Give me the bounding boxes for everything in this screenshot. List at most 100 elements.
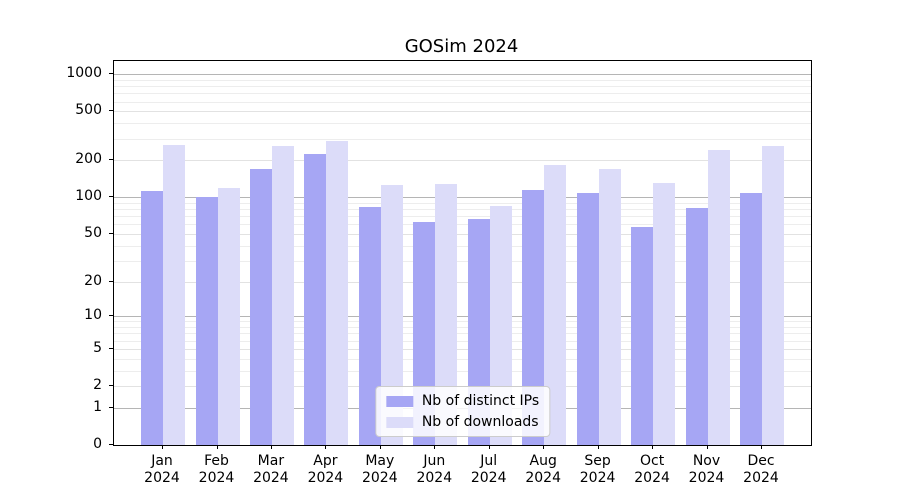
bar-mar-downloads bbox=[271, 146, 294, 445]
bar-sep-ips bbox=[576, 193, 599, 445]
plot-area: Nb of distinct IPs Nb of downloads bbox=[113, 60, 812, 446]
gridline-10 bbox=[114, 316, 811, 318]
x-tick-mark-jul bbox=[488, 445, 490, 449]
bar-dec-ips bbox=[740, 193, 762, 445]
bar-may-downloads bbox=[380, 185, 403, 445]
x-tick-label-mar: Mar 2024 bbox=[253, 453, 289, 486]
y-tick-mark-20 bbox=[109, 280, 113, 282]
x-tick-label-nov: Nov 2024 bbox=[688, 453, 725, 486]
x-tick-label-sep: Sep 2024 bbox=[579, 453, 616, 486]
gridline-9 bbox=[114, 321, 811, 323]
gridline-60 bbox=[114, 224, 811, 226]
x-tick-label-dec: Dec 2024 bbox=[743, 453, 779, 486]
x-tick-label-may: May 2024 bbox=[361, 453, 398, 486]
gridline-6 bbox=[114, 340, 811, 342]
bar-nov-downloads bbox=[707, 149, 730, 445]
x-tick-label-jan: Jan 2024 bbox=[144, 453, 180, 486]
legend-item-downloads: Nb of downloads bbox=[385, 414, 539, 430]
gridline-3 bbox=[114, 370, 811, 372]
y-tick-mark-2 bbox=[109, 385, 113, 386]
bar-jan-downloads bbox=[163, 144, 185, 445]
gridline-200 bbox=[114, 160, 811, 162]
x-tick-label-feb: Feb 2024 bbox=[198, 453, 235, 486]
gridline-600 bbox=[114, 101, 811, 103]
y-tick-mark-0 bbox=[109, 444, 113, 445]
x-tick-mark-oct bbox=[652, 445, 654, 449]
y-tick-label-50: 50 bbox=[84, 225, 102, 241]
x-tick-mark-sep bbox=[597, 445, 599, 449]
legend-swatch-downloads bbox=[385, 416, 413, 428]
bar-apr-ips bbox=[304, 154, 327, 445]
x-tick-mark-aug bbox=[543, 445, 545, 449]
y-tick-label-0: 0 bbox=[93, 436, 102, 452]
y-tick-label-5: 5 bbox=[93, 339, 102, 356]
x-tick-mark-dec bbox=[761, 445, 762, 449]
y-tick-label-20: 20 bbox=[84, 272, 102, 289]
y-tick-mark-50 bbox=[109, 233, 113, 234]
gridline-7 bbox=[114, 333, 811, 335]
x-tick-label-aug: Aug 2024 bbox=[525, 453, 561, 486]
bar-jan-ips bbox=[141, 190, 163, 445]
legend-label-distinct-ips: Nb of distinct IPs bbox=[421, 393, 540, 409]
y-tick-label-500: 500 bbox=[75, 102, 102, 119]
bar-aug-downloads bbox=[544, 165, 567, 445]
y-tick-label-10: 10 bbox=[84, 307, 102, 324]
x-tick-label-jun: Jun 2024 bbox=[416, 453, 453, 486]
x-tick-mark-nov bbox=[706, 445, 708, 449]
bar-feb-downloads bbox=[217, 187, 240, 445]
x-tick-label-oct: Oct 2024 bbox=[634, 453, 670, 486]
gridline-400 bbox=[114, 123, 811, 125]
bar-sep-downloads bbox=[598, 169, 621, 445]
y-tick-label-200: 200 bbox=[75, 151, 102, 168]
y-tick-mark-100 bbox=[109, 196, 113, 198]
bar-oct-downloads bbox=[653, 183, 676, 445]
bar-jun-downloads bbox=[435, 184, 458, 445]
gridline-30 bbox=[114, 260, 811, 262]
bar-jul-downloads bbox=[489, 206, 512, 445]
legend: Nb of distinct IPs Nb of downloads bbox=[374, 386, 551, 437]
gridline-80 bbox=[114, 209, 811, 211]
bar-may-ips bbox=[358, 207, 381, 445]
gridline-5 bbox=[114, 348, 811, 350]
gridline-70 bbox=[114, 216, 811, 218]
y-tick-mark-10 bbox=[109, 315, 113, 317]
legend-label-downloads: Nb of downloads bbox=[421, 414, 539, 430]
legend-swatch-distinct-ips bbox=[385, 395, 413, 407]
gridline-500 bbox=[114, 111, 811, 113]
gridline-50 bbox=[114, 234, 811, 235]
gridline-4 bbox=[114, 358, 811, 360]
gridline-90 bbox=[114, 202, 811, 204]
bar-mar-ips bbox=[249, 169, 272, 445]
bar-nov-ips bbox=[685, 207, 708, 445]
gridline-800 bbox=[114, 86, 811, 88]
gridline-40 bbox=[114, 245, 811, 247]
bar-oct-ips bbox=[631, 227, 654, 445]
y-tick-label-1: 1 bbox=[93, 398, 102, 415]
y-tick-mark-500 bbox=[109, 110, 113, 112]
gridline-700 bbox=[114, 93, 811, 95]
y-tick-label-2: 2 bbox=[93, 377, 102, 393]
y-tick-mark-1000 bbox=[109, 73, 113, 75]
x-tick-mark-jan bbox=[162, 445, 163, 449]
bar-dec-downloads bbox=[762, 146, 784, 445]
x-tick-label-jul: Jul 2024 bbox=[470, 453, 507, 486]
x-tick-mark-may bbox=[379, 445, 381, 449]
y-tick-mark-1 bbox=[109, 406, 113, 408]
bar-aug-ips bbox=[522, 189, 545, 445]
y-tick-label-100: 100 bbox=[75, 188, 102, 205]
bar-apr-downloads bbox=[326, 140, 349, 445]
gridline-1000 bbox=[114, 74, 811, 76]
x-tick-mark-feb bbox=[216, 445, 218, 449]
y-tick-mark-5 bbox=[109, 347, 113, 349]
legend-item-distinct-ips: Nb of distinct IPs bbox=[385, 393, 540, 409]
gridline-20 bbox=[114, 281, 811, 283]
x-tick-mark-mar bbox=[270, 445, 272, 449]
x-tick-label-apr: Apr 2024 bbox=[307, 453, 344, 486]
x-tick-mark-jun bbox=[434, 445, 436, 449]
bar-feb-ips bbox=[195, 197, 218, 445]
gridline-300 bbox=[114, 138, 811, 140]
gridline-100 bbox=[114, 197, 811, 199]
gridline-900 bbox=[114, 79, 811, 81]
x-tick-mark-apr bbox=[325, 445, 327, 449]
